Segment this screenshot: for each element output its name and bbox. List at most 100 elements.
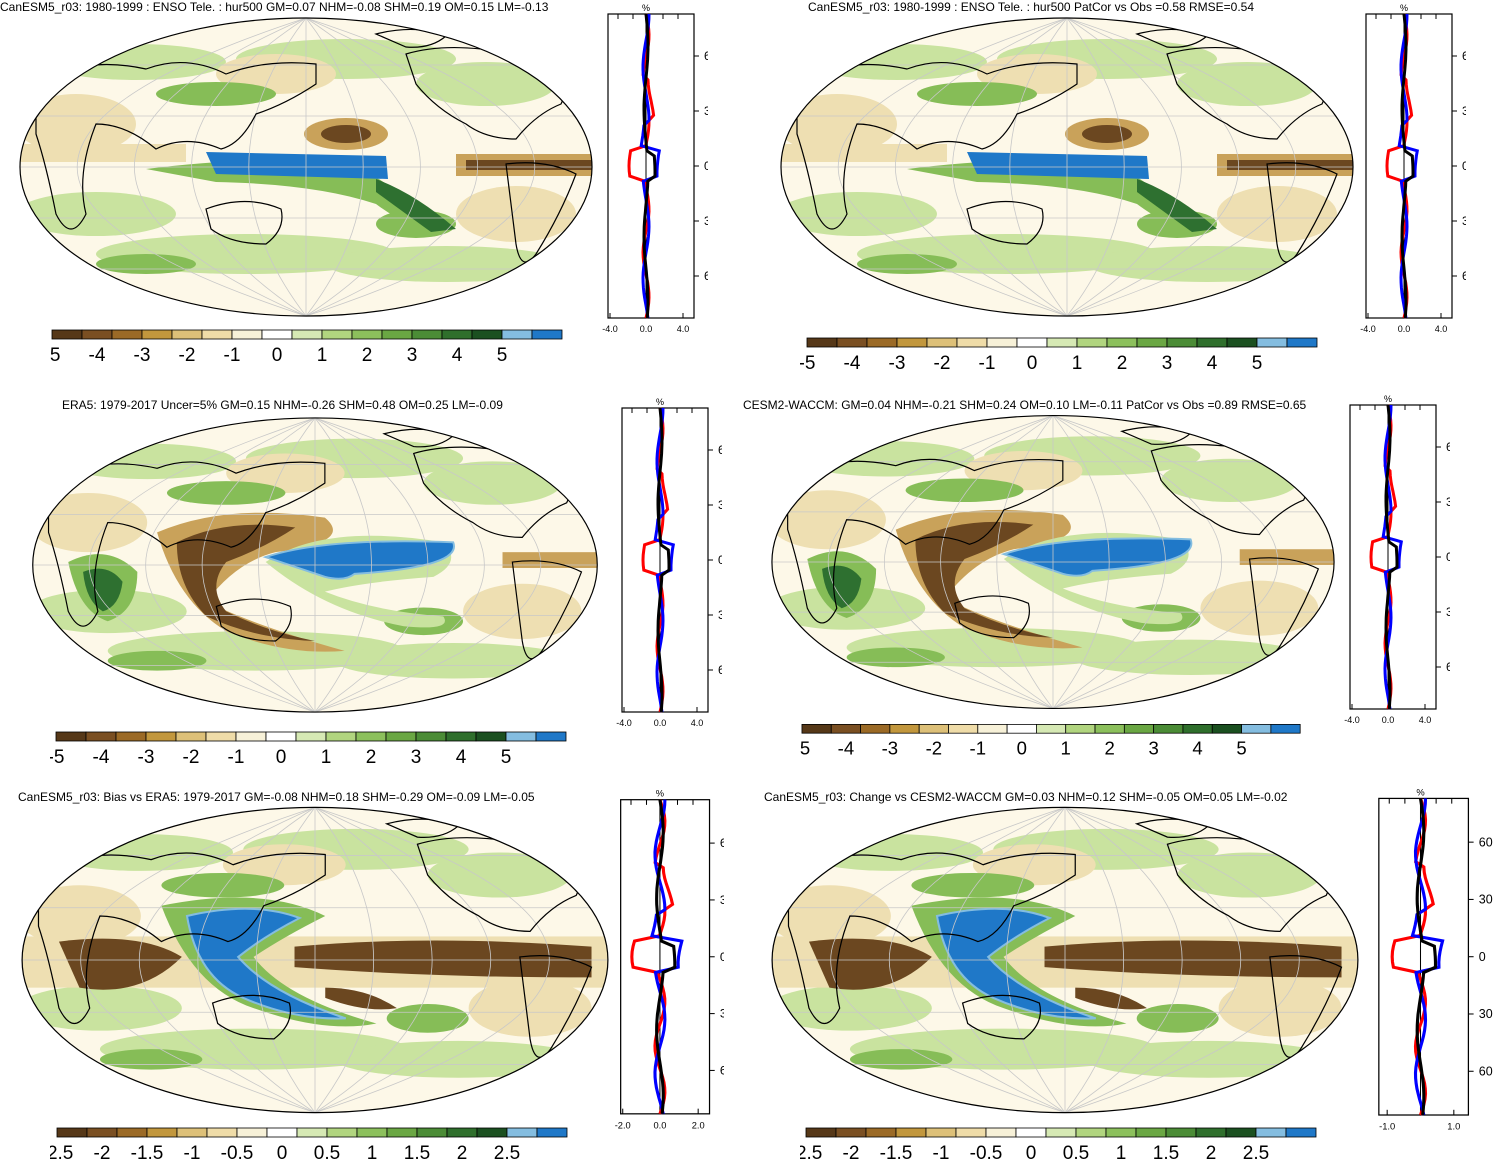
colorbar-swatch <box>116 1127 148 1138</box>
zonal-frame <box>620 799 711 1115</box>
graticule-meridian <box>947 807 1066 1113</box>
colorbar-swatch <box>261 329 293 340</box>
colorbar-label: 0 <box>272 345 283 366</box>
colorbar-swatch <box>295 731 327 742</box>
map-anomaly-patch <box>781 94 897 154</box>
map-anomaly-patch <box>771 490 886 550</box>
panel-5-map <box>21 806 609 1114</box>
zonal-frame <box>1365 13 1453 319</box>
zonal-lat-label: 60N <box>1462 49 1466 63</box>
colorbar-label: -0.5 <box>970 1143 1003 1164</box>
colorbar-swatch <box>81 329 113 340</box>
zonal-lat-label: 30N <box>1446 495 1450 509</box>
zonal-lat-label: 30N <box>1479 893 1493 907</box>
colorbar-swatch <box>475 731 507 742</box>
colorbar-label: 2.5 <box>1243 1143 1269 1164</box>
zonal-x-label: -2.0 <box>615 1120 631 1130</box>
map-border <box>21 806 609 1114</box>
panel-6-colorbar: -2.5 -2 -1.5 -1 -0.5 0 0.5 1 1.5 2 2.5 <box>800 1127 1317 1164</box>
colorbar-swatch <box>1136 337 1168 348</box>
colorbar-swatch <box>446 1127 478 1138</box>
map-anomaly-patch <box>917 82 1037 106</box>
graticule-meridian <box>314 807 550 1113</box>
map-anomaly-patch <box>772 885 891 947</box>
map-anomaly-patch <box>334 642 572 679</box>
colorbar-swatch <box>206 1127 238 1138</box>
map-anomaly-patch <box>46 44 226 80</box>
zonal-obs-line <box>1410 798 1445 1116</box>
graticule-meridian <box>1064 807 1183 1113</box>
zonal-mean-line <box>656 407 671 713</box>
map-wet-core <box>262 540 455 580</box>
colorbar-swatch <box>866 337 898 348</box>
graticule-meridian <box>1064 807 1300 1113</box>
graticule-meridian <box>1006 807 1066 1113</box>
map-dry-anomaly <box>502 552 598 568</box>
map-wet-anomaly <box>1137 179 1217 232</box>
colorbar-swatch <box>1153 724 1184 734</box>
colorbar-label: 5 <box>1236 738 1246 759</box>
zonal-lat-label: 60N <box>704 49 708 63</box>
zonal-lat-label: 60S <box>704 269 708 283</box>
map-border <box>771 414 1335 710</box>
zonal-frame <box>621 407 709 713</box>
map-anomaly-patch <box>1136 1004 1219 1033</box>
graticule-meridian <box>889 807 1066 1113</box>
graticule-meridian <box>837 18 1068 316</box>
colorbar-swatch <box>531 329 563 340</box>
colorbar-swatch <box>865 1127 897 1138</box>
map-anomaly-patch <box>22 985 182 1031</box>
colorbar-swatch <box>415 731 447 742</box>
colorbar-label: 3 <box>1148 738 1158 759</box>
colorbar-swatch <box>381 329 413 340</box>
zonal-x-label: 0.0 <box>640 324 653 334</box>
colorbar-swatch <box>506 1127 538 1138</box>
graticule-meridian <box>201 417 316 713</box>
colorbar-swatch <box>1166 337 1198 348</box>
colorbar-label: 2 <box>1105 738 1115 759</box>
map-field <box>32 417 598 713</box>
graticule-meridian <box>952 18 1068 316</box>
colorbar-label: -3 <box>138 747 155 768</box>
zonal-lat-label: 30S <box>1446 605 1450 619</box>
colorbar-label: -5 <box>50 345 60 366</box>
colorbar-swatch <box>1045 1127 1077 1138</box>
colorbar-label: 1 <box>1061 738 1071 759</box>
zonal-lat-label: 60N <box>718 443 722 457</box>
colorbar-swatch <box>977 724 1008 734</box>
coastline <box>796 62 1078 230</box>
zonal-lat-label: 30N <box>1462 104 1466 118</box>
map-anomaly-patch <box>1217 186 1337 242</box>
graticule-meridian <box>1009 18 1068 316</box>
map-anomaly-patch <box>1200 580 1319 636</box>
map-wet-core <box>935 907 1097 1020</box>
colorbar-label: 2 <box>362 345 373 366</box>
zonal-x-label: -4.0 <box>1360 324 1376 334</box>
panel-6-map <box>771 806 1359 1114</box>
zonal-lat-label: 30N <box>704 104 708 118</box>
map-field <box>22 807 608 1113</box>
colorbar-swatch <box>1211 724 1242 734</box>
map-anomaly-patch <box>781 192 937 236</box>
map-anomaly-patch <box>1085 1040 1332 1078</box>
zonal-x-label: 0.0 <box>653 1120 666 1130</box>
coastline <box>1248 557 1320 656</box>
zonal-unit-label: % <box>1416 788 1424 797</box>
colorbar-label: -1.5 <box>131 1143 164 1164</box>
map-wet-anomaly <box>822 565 862 609</box>
colorbar-label: 4 <box>1192 738 1202 759</box>
panel-1-title: CanESM5_r03: 1980-1999 : ENSO Tele. : hu… <box>0 0 549 14</box>
graticule-meridian <box>258 417 316 713</box>
colorbar-swatch <box>476 1127 508 1138</box>
colorbar-swatch <box>1270 724 1301 734</box>
map-wet-anomaly <box>83 568 123 612</box>
coastline <box>966 200 1044 245</box>
graticule-meridian <box>1052 415 1110 709</box>
map-anomaly-patch <box>48 834 234 871</box>
colorbar-swatch <box>505 731 537 742</box>
colorbar-swatch <box>201 329 233 340</box>
zonal-x-label: -4.0 <box>1344 715 1360 725</box>
map-anomaly-patch <box>335 1040 582 1078</box>
colorbar-label: 2 <box>1117 353 1128 374</box>
graticule-meridian <box>88 417 316 713</box>
